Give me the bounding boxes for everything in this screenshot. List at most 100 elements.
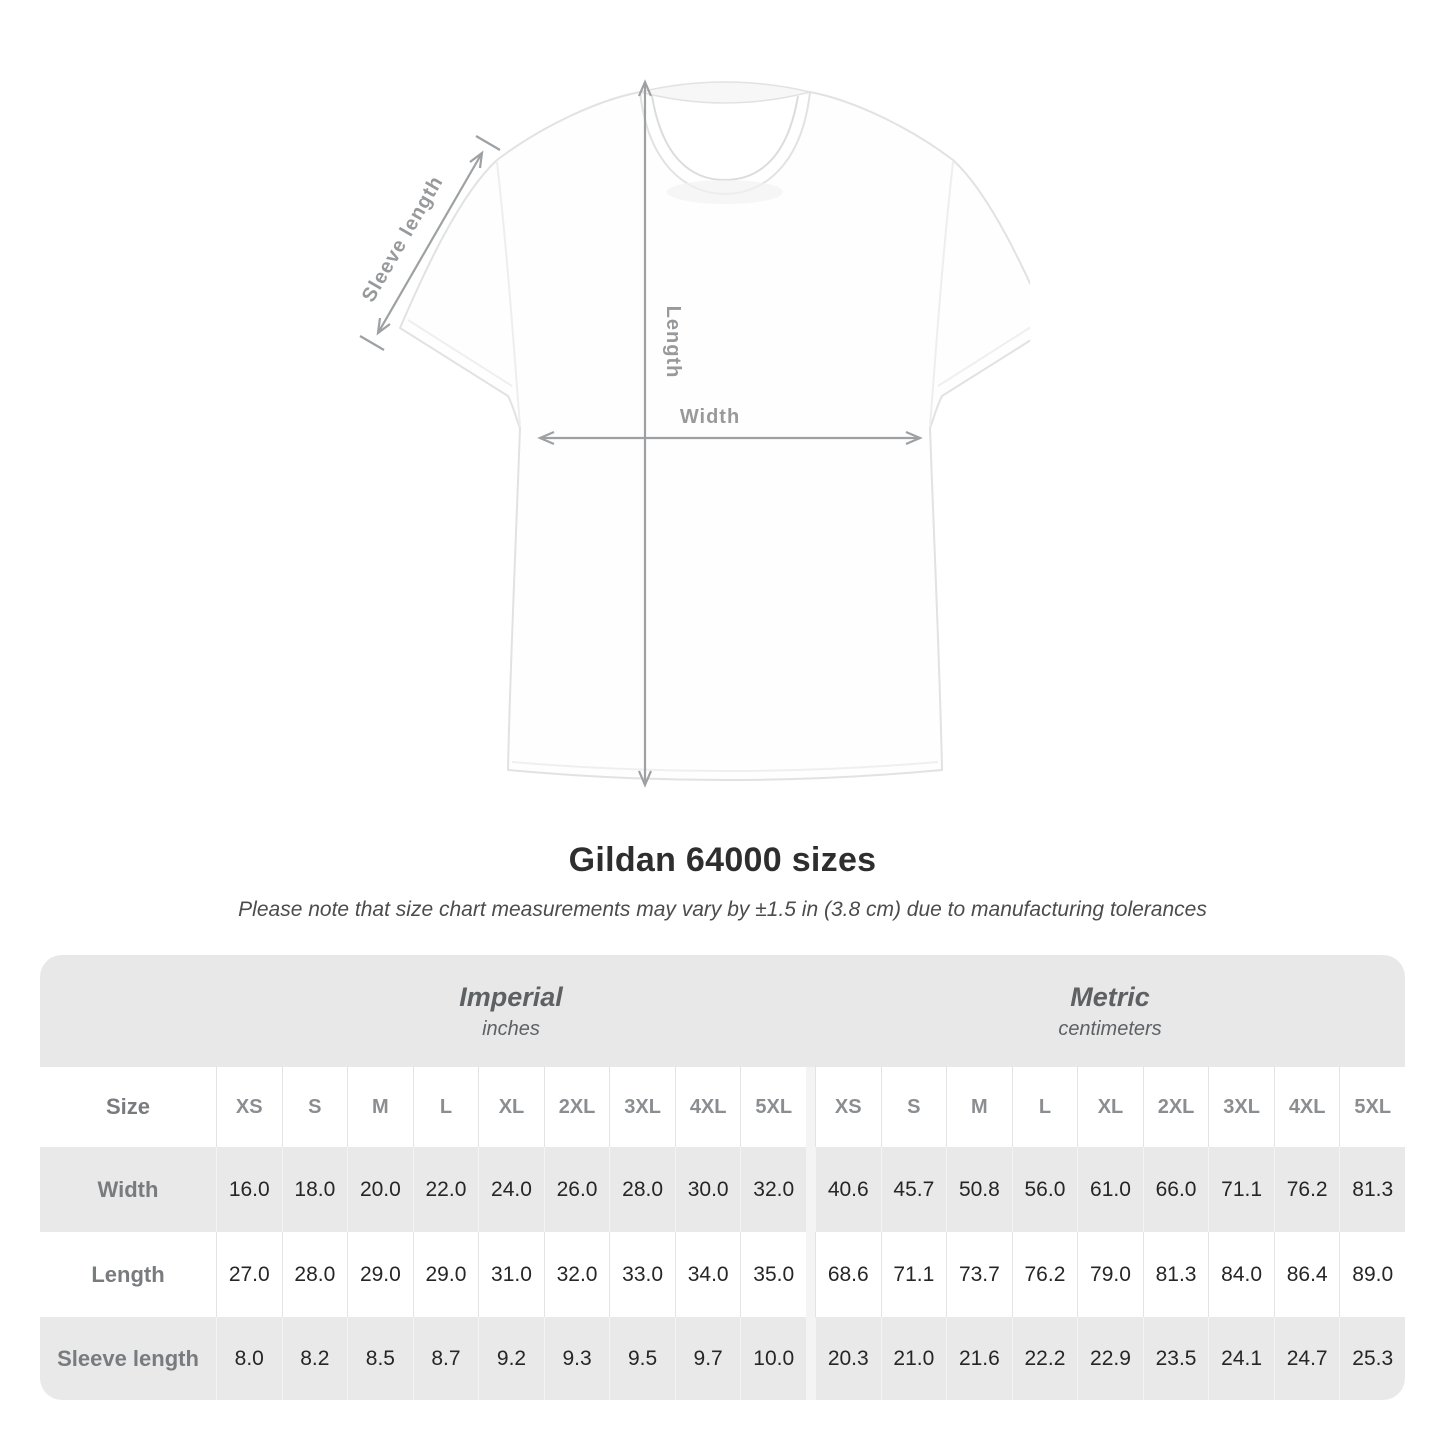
value-cell-metric: 86.4 — [1273, 1232, 1340, 1317]
section-gap — [806, 1067, 815, 1147]
tshirt-collar-back — [639, 81, 811, 104]
size-header-s: S — [880, 1067, 947, 1147]
size-chart-table: Imperial inches Metric centimeters Size X… — [40, 955, 1405, 1400]
value-cell-imperial: 8.7 — [412, 1317, 479, 1400]
size-header-5xl: 5XL — [740, 1067, 806, 1147]
value-cell-metric: 45.7 — [880, 1147, 947, 1232]
imperial-section-header: Imperial inches — [216, 955, 806, 1067]
size-header-m: M — [946, 1067, 1012, 1147]
size-header-4xl: 4XL — [674, 1067, 741, 1147]
value-cell-metric: 79.0 — [1077, 1232, 1143, 1317]
value-cell-imperial: 18.0 — [281, 1147, 348, 1232]
value-cell-metric: 24.1 — [1208, 1317, 1274, 1400]
value-cell-imperial: 32.0 — [740, 1147, 806, 1232]
tshirt-seams — [407, 95, 1043, 772]
value-cell-imperial: 8.0 — [216, 1317, 282, 1400]
value-cell-imperial: 28.0 — [609, 1147, 675, 1232]
value-cell-imperial: 16.0 — [216, 1147, 282, 1232]
value-cell-imperial: 29.0 — [412, 1232, 479, 1317]
value-cell-imperial: 35.0 — [740, 1232, 806, 1317]
value-cell-imperial: 20.0 — [347, 1147, 413, 1232]
value-cell-imperial: 31.0 — [478, 1232, 544, 1317]
right-cuff-seam — [937, 319, 1043, 387]
value-cell-metric: 22.9 — [1077, 1317, 1143, 1400]
value-cell-metric: 61.0 — [1077, 1147, 1143, 1232]
value-cell-metric: 56.0 — [1011, 1147, 1078, 1232]
value-cell-imperial: 9.2 — [478, 1317, 544, 1400]
table-band-gap — [806, 955, 815, 1067]
size-header-xl: XL — [1077, 1067, 1143, 1147]
width-label: Width — [680, 406, 740, 428]
size-header-s: S — [281, 1067, 348, 1147]
size-header-m: M — [347, 1067, 413, 1147]
page-title: Gildan 64000 sizes — [568, 841, 877, 879]
collar-seam — [651, 95, 799, 182]
value-cell-metric: 50.8 — [946, 1147, 1012, 1232]
left-cuff-seam — [407, 319, 513, 387]
value-cell-metric: 20.3 — [815, 1317, 881, 1400]
value-cell-metric: 81.3 — [1339, 1147, 1405, 1232]
value-cell-metric: 24.7 — [1273, 1317, 1340, 1400]
value-cell-imperial: 9.7 — [674, 1317, 741, 1400]
sleeve-length-arrow — [359, 135, 501, 351]
row-label-sleeve-length: Sleeve length — [40, 1317, 216, 1400]
metric-section-header: Metric centimeters — [815, 955, 1405, 1067]
value-cell-metric: 76.2 — [1011, 1232, 1078, 1317]
value-cell-metric: 66.0 — [1142, 1147, 1209, 1232]
metric-title: Metric — [1070, 981, 1150, 1012]
length-label: Length — [662, 306, 684, 379]
size-header-4xl: 4XL — [1273, 1067, 1340, 1147]
hem-seam — [511, 761, 939, 772]
size-header-3xl: 3XL — [609, 1067, 675, 1147]
value-cell-metric: 89.0 — [1339, 1232, 1405, 1317]
imperial-title: Imperial — [459, 981, 563, 1012]
value-cell-metric: 76.2 — [1273, 1147, 1340, 1232]
right-sleeve-seam — [929, 161, 954, 427]
value-cell-metric: 68.6 — [815, 1232, 881, 1317]
value-cell-imperial: 34.0 — [674, 1232, 741, 1317]
imperial-subtitle: inches — [482, 1017, 540, 1040]
value-cell-imperial: 22.0 — [412, 1147, 479, 1232]
value-cell-imperial: 27.0 — [216, 1232, 282, 1317]
length-arrow — [637, 79, 653, 788]
size-header-l: L — [412, 1067, 479, 1147]
value-cell-imperial: 9.5 — [609, 1317, 675, 1400]
value-cell-metric: 23.5 — [1142, 1317, 1209, 1400]
value-cell-imperial: 8.2 — [281, 1317, 348, 1400]
section-gap — [806, 1317, 815, 1400]
value-cell-metric: 84.0 — [1208, 1232, 1274, 1317]
size-header-xl: XL — [478, 1067, 544, 1147]
value-cell-metric: 25.3 — [1339, 1317, 1405, 1400]
value-cell-metric: 21.0 — [880, 1317, 947, 1400]
table-band-corner — [40, 955, 216, 1067]
value-cell-metric: 21.6 — [946, 1317, 1012, 1400]
row-label-width: Width — [40, 1147, 216, 1232]
value-cell-imperial: 8.5 — [347, 1317, 413, 1400]
size-header-5xl: 5XL — [1339, 1067, 1405, 1147]
row-label-length: Length — [40, 1232, 216, 1317]
metric-subtitle: centimeters — [1058, 1017, 1162, 1040]
size-header-xs: XS — [815, 1067, 881, 1147]
value-cell-imperial: 29.0 — [347, 1232, 413, 1317]
value-cell-metric: 71.1 — [1208, 1147, 1274, 1232]
section-gap — [806, 1147, 815, 1232]
size-header-2xl: 2XL — [543, 1067, 610, 1147]
size-header-2xl: 2XL — [1142, 1067, 1209, 1147]
value-cell-imperial: 30.0 — [674, 1147, 741, 1232]
value-cell-metric: 40.6 — [815, 1147, 881, 1232]
size-header-3xl: 3XL — [1208, 1067, 1274, 1147]
size-header-l: L — [1011, 1067, 1078, 1147]
value-cell-imperial: 26.0 — [543, 1147, 610, 1232]
value-cell-imperial: 24.0 — [478, 1147, 544, 1232]
left-sleeve-seam — [496, 161, 521, 427]
value-cell-imperial: 28.0 — [281, 1232, 348, 1317]
value-cell-imperial: 32.0 — [543, 1232, 610, 1317]
value-cell-metric: 73.7 — [946, 1232, 1012, 1317]
tshirt-size-diagram: Sleeve length Length Width — [330, 70, 1051, 800]
section-gap — [806, 1232, 815, 1317]
size-header-xs: XS — [216, 1067, 282, 1147]
value-cell-imperial: 10.0 — [740, 1317, 806, 1400]
size-column-header: Size — [40, 1067, 216, 1147]
tolerance-note: Please note that size chart measurements… — [238, 898, 1207, 921]
width-arrow — [537, 430, 923, 446]
